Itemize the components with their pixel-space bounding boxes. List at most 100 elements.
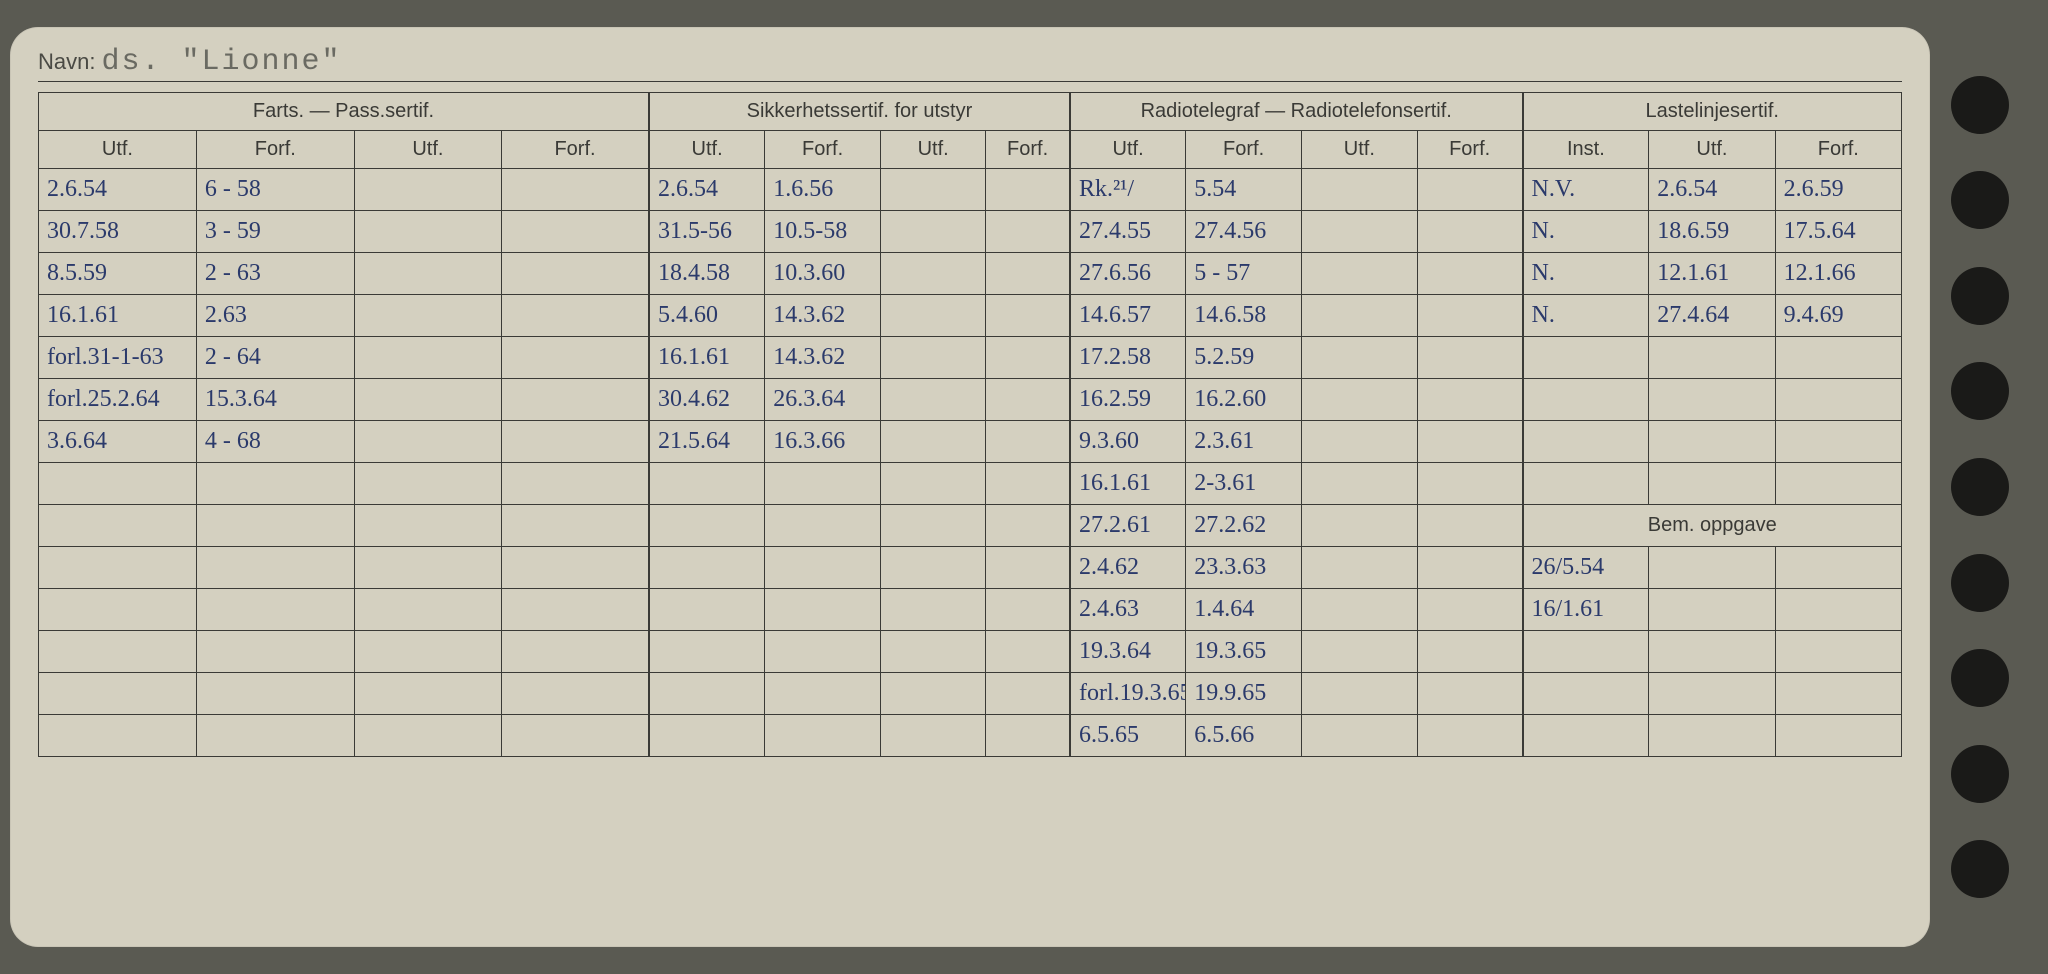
hole-icon (1951, 745, 2009, 803)
cell (1417, 715, 1522, 757)
h-utf: Utf. (1301, 131, 1417, 169)
cell (1523, 337, 1649, 379)
cell: 18.6.59 (1649, 211, 1775, 253)
cell: 26.3.64 (765, 379, 881, 421)
cell (649, 589, 765, 631)
cell (1649, 379, 1775, 421)
cell: 30.4.62 (649, 379, 765, 421)
cell: 2 - 63 (196, 253, 354, 295)
cell: 5.4.60 (649, 295, 765, 337)
cell (354, 295, 501, 337)
hole-icon (1951, 76, 2009, 134)
table-row: 2.6.546 - 582.6.541.6.56Rk.²¹/5.54N.V.2.… (39, 169, 1902, 211)
cell (765, 673, 881, 715)
cell: 16.1.61 (649, 337, 765, 379)
cell (649, 463, 765, 505)
cell: 16.2.59 (1070, 379, 1186, 421)
cell: Rk.²¹/ (1070, 169, 1186, 211)
cell (765, 547, 881, 589)
cell (354, 421, 501, 463)
cell: 6.5.66 (1186, 715, 1302, 757)
table-row: 6.5.656.5.66 (39, 715, 1902, 757)
cell: 2.4.63 (1070, 589, 1186, 631)
cell (1649, 337, 1775, 379)
bem-cell (1523, 631, 1649, 673)
cell (649, 673, 765, 715)
cell (354, 673, 501, 715)
cell: 2.6.54 (649, 169, 765, 211)
hole-icon (1951, 554, 2009, 612)
bem-cell (1775, 673, 1901, 715)
cell: N.V. (1523, 169, 1649, 211)
cell (1417, 463, 1522, 505)
cell (765, 463, 881, 505)
cell (881, 463, 986, 505)
cell (1301, 631, 1417, 673)
cell (881, 715, 986, 757)
table-row: 30.7.583 - 5931.5-5610.5-5827.4.5527.4.5… (39, 211, 1902, 253)
cell (1649, 463, 1775, 505)
cell (1301, 589, 1417, 631)
cell (881, 169, 986, 211)
hole-icon (1951, 840, 2009, 898)
cell: 31.5-56 (649, 211, 765, 253)
cell (1775, 337, 1901, 379)
cell: 16.1.61 (1070, 463, 1186, 505)
header-group-row: Farts. — Pass.sertif. Sikkerhetssertif. … (39, 93, 1902, 131)
h-utf: Utf. (649, 131, 765, 169)
cell (986, 463, 1070, 505)
cell (1417, 169, 1522, 211)
cell (39, 715, 197, 757)
cell (354, 715, 501, 757)
table-row: 19.3.6419.3.65 (39, 631, 1902, 673)
cell: 3.6.64 (39, 421, 197, 463)
cell (196, 547, 354, 589)
cell: 16.3.66 (765, 421, 881, 463)
cell: 9.4.69 (1775, 295, 1901, 337)
cell: 27.2.61 (1070, 505, 1186, 547)
h-forf: Forf. (196, 131, 354, 169)
hole-icon (1951, 458, 2009, 516)
h-forf: Forf. (1186, 131, 1302, 169)
table-row: 2.4.631.4.6416/1.61 (39, 589, 1902, 631)
cell (986, 589, 1070, 631)
hole-icon (1951, 649, 2009, 707)
cell (986, 715, 1070, 757)
cell (881, 547, 986, 589)
name-row: Navn: ds. "Lionne" (38, 45, 1902, 82)
cell (881, 673, 986, 715)
cell (1775, 463, 1901, 505)
cell (881, 421, 986, 463)
cell: 2.3.61 (1186, 421, 1302, 463)
cell (986, 631, 1070, 673)
hole-icon (1951, 171, 2009, 229)
bem-cell (1649, 673, 1775, 715)
cell (1523, 379, 1649, 421)
cell: 6.5.65 (1070, 715, 1186, 757)
cell: 6 - 58 (196, 169, 354, 211)
cell (1523, 463, 1649, 505)
bem-cell (1649, 715, 1775, 757)
cell (1301, 295, 1417, 337)
cell (1301, 715, 1417, 757)
cell: 10.5-58 (765, 211, 881, 253)
cell (1301, 379, 1417, 421)
header-radio: Radiotelegraf — Radiotelefonsertif. (1070, 93, 1523, 131)
cell: 5.54 (1186, 169, 1302, 211)
cell (986, 295, 1070, 337)
table-row: 16.1.612.635.4.6014.3.6214.6.5714.6.58N.… (39, 295, 1902, 337)
cell (1649, 421, 1775, 463)
cell: 4 - 68 (196, 421, 354, 463)
cell: N. (1523, 253, 1649, 295)
cell (1301, 253, 1417, 295)
cell: 1.4.64 (1186, 589, 1302, 631)
card-wrapper: Navn: ds. "Lionne" Farts. — Pass.sertif.… (10, 10, 2038, 964)
cell: 2.63 (196, 295, 354, 337)
cell (502, 421, 649, 463)
bem-cell (1775, 715, 1901, 757)
cell (502, 169, 649, 211)
cell (502, 337, 649, 379)
cell: 5.2.59 (1186, 337, 1302, 379)
h-forf: Forf. (986, 131, 1070, 169)
h-utf: Utf. (1070, 131, 1186, 169)
